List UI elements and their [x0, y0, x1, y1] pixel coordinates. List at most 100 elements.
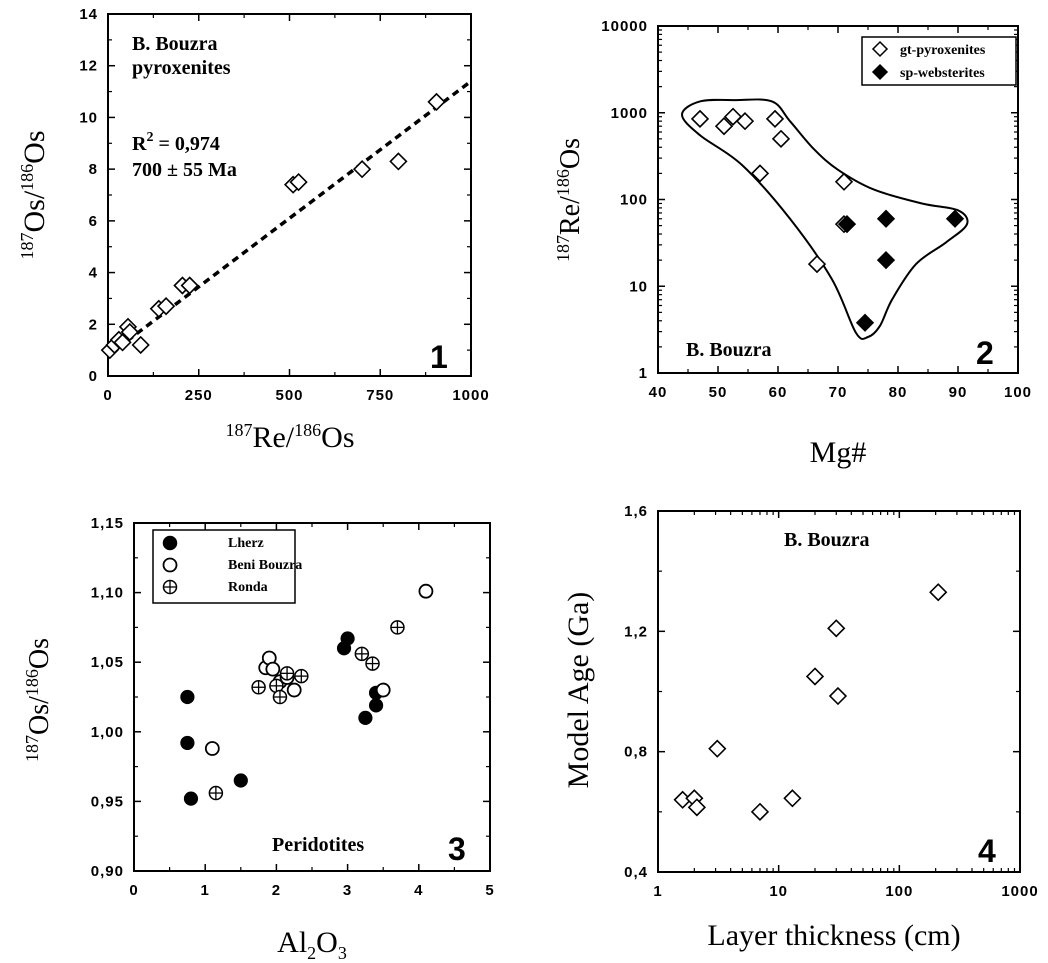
panel-1-point-series	[352, 160, 372, 179]
panel-3-point-beni-bouzra	[265, 661, 281, 677]
panel-2-xtick-label: 70	[829, 384, 848, 401]
panel-4-ylabel: Model Age (Ga)	[562, 592, 595, 789]
panel-2-point-gt-pyroxenites	[690, 109, 710, 129]
panel-4-point-series	[805, 667, 825, 686]
panel-3-point-lherz	[180, 735, 195, 751]
panel-3-point-ronda	[251, 680, 266, 695]
panel-4: 0,4 0,8 1,2 1,6 1 10 100 1000 B. Bouzra 4 Laye…	[562, 503, 1038, 952]
panel-1-ytick-label: 8	[89, 161, 98, 178]
panel-2-xlabel: Mg#	[810, 436, 867, 469]
panel-1-ytick-label: 10	[79, 109, 98, 126]
panel-2-point-gt-pyroxenites	[714, 117, 734, 136]
panel-1-point-series	[131, 335, 150, 355]
panel-3-xtick-label: 0	[129, 882, 138, 899]
panel-1: 0 2 4 6 8 10 12 14 0 250 500 750 1000 B. Bouzra pyr…	[17, 6, 489, 454]
panel-1-point-series	[427, 92, 446, 112]
panel-1-point-series	[389, 152, 408, 171]
panel-2-point-gt-pyroxenites	[750, 164, 770, 183]
panel-3-xtick-label: 3	[343, 882, 352, 899]
panel-1-annotation-rocktype: pyroxenites	[132, 57, 231, 79]
panel-2-ytick-label: 1000	[611, 105, 648, 122]
panel-3-xtick-label: 2	[272, 882, 281, 899]
panel-4-point-series	[828, 686, 848, 706]
panel-2-ytick-label: 10	[629, 278, 648, 295]
panel-3-annotation-peridotites: Peridotites	[272, 834, 364, 856]
panel-2-xtick-label: 40	[649, 384, 668, 401]
panel-3-ytick-label: 0,95	[91, 793, 124, 810]
panel-4-ytick-label: 0,4	[624, 864, 648, 881]
panel-3-point-lherz	[340, 631, 355, 646]
panel-1-ytick-label: 14	[79, 6, 98, 23]
panel-1-ytick-label: 2	[89, 316, 98, 333]
panel-4-number: 4	[978, 833, 996, 869]
panel-3-point-ronda	[354, 646, 370, 662]
panel-3-legend: Lherz Beni Bouzra Ronda	[152, 529, 302, 604]
panel-1-ytick-label: 12	[79, 58, 98, 75]
panel-4-point-series	[708, 739, 727, 758]
panel-3-point-beni-bouzra	[375, 682, 391, 698]
panel-3: 0,90 0,95 1,00 1,05 1,10 1,15 0 1 2 3 4 5 Lherz Be…	[22, 515, 494, 963]
panel-1-ylabel: 187Os/186Os	[17, 130, 51, 259]
panel-3-xtick-label: 1	[201, 882, 210, 899]
panel-2-xtick-label: 100	[1004, 384, 1032, 401]
panel-3-ytick-label: 0,90	[91, 863, 124, 880]
panel-3-legend-label-beni-bouzra: Beni Bouzra	[228, 558, 302, 573]
panel-4-point-series	[929, 583, 948, 602]
panel-2-legend-marker-gt-pyroxenites	[871, 40, 889, 58]
panel-2-point-gt-pyroxenites	[735, 112, 755, 131]
panel-2-xtick-label: 50	[709, 384, 728, 401]
panel-4-xtick-label: 100	[885, 883, 913, 900]
panel-3-xtick-label: 4	[414, 882, 423, 899]
panel-3-legend-label-lherz: Lherz	[228, 536, 264, 551]
panel-4-xlabel: Layer thickness (cm)	[707, 919, 960, 952]
panel-3-point-beni-bouzra	[204, 741, 220, 756]
panel-1-ytick-label: 6	[89, 213, 98, 230]
panel-1-point-series	[120, 322, 139, 342]
panel-1-number: 1	[430, 339, 448, 375]
panel-4-point-series	[750, 802, 770, 821]
panel-1-xtick-label: 750	[366, 387, 394, 404]
panel-1-ytick-label: 0	[89, 368, 98, 385]
panel-1-annotation-r2: R2 = 0,974	[132, 130, 220, 155]
panel-3-point-lherz	[368, 698, 384, 713]
panel-4-xtick-label: 10	[769, 883, 788, 900]
panel-1-ytick-label: 4	[89, 265, 98, 282]
panel-2-number: 2	[976, 335, 994, 371]
panel-4-xtick-label: 1000	[1001, 883, 1038, 900]
panel-2-xtick-label: 80	[889, 384, 908, 401]
panel-1-xtick-label: 0	[103, 387, 112, 404]
panel-2-point-gt-pyroxenites	[834, 172, 854, 191]
panel-1-annotation-age: 700 ± 55 Ma	[132, 159, 237, 181]
panel-1-point-series	[180, 276, 199, 295]
panel-3-xtick-label: 5	[485, 882, 494, 899]
panel-3-point-ronda	[208, 785, 224, 801]
panel-2-ytick-label: 1	[639, 365, 648, 382]
panel-2-legend: gt-pyroxenites sp-websterites	[861, 36, 1017, 86]
panel-1-annotation-locality: B. Bouzra	[132, 33, 218, 55]
panel-2-point-gt-pyroxenites	[807, 254, 827, 274]
panel-3-ylabel: 187Os/186Os	[22, 638, 55, 762]
panel-2-legend-label-gt-pyroxenites: gt-pyroxenites	[900, 43, 986, 58]
panel-2-xtick-label: 90	[949, 384, 968, 401]
panel-2-ylabel: 187Re/186Os	[553, 138, 586, 262]
panel-3-point-ronda	[294, 668, 309, 684]
panel-3-point-ronda	[365, 656, 380, 671]
panel-2-xtick-label: 60	[769, 384, 788, 401]
panel-3-ytick-label: 1,15	[91, 515, 124, 532]
panel-3-legend-marker-ronda	[162, 579, 178, 595]
panel-3-number: 3	[448, 831, 466, 867]
panel-3-point-beni-bouzra	[418, 583, 434, 599]
panel-3-point-beni-bouzra	[286, 682, 302, 698]
panel-4-xtick-label: 1	[653, 883, 662, 900]
panel-3-ytick-label: 1,05	[91, 654, 124, 671]
panel-1-point-series	[289, 172, 308, 192]
panel-3-point-ronda	[279, 666, 295, 681]
panel-3-point-lherz	[183, 791, 199, 806]
panel-4-ytick-label: 0,8	[624, 744, 648, 761]
panel-2-point-sp-websterites	[855, 313, 875, 332]
panel-1-point-series	[113, 333, 132, 352]
panel-1-xlabel: 187Re/186Os	[225, 420, 354, 454]
panel-2-point-gt-pyroxenites	[765, 109, 785, 129]
panel-4-point-series	[783, 789, 802, 808]
